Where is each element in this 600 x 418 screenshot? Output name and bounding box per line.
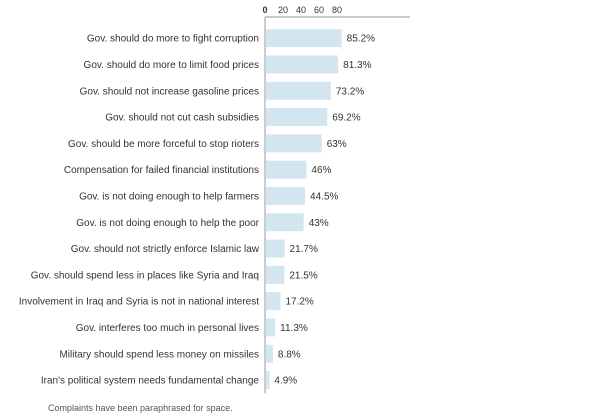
value-label: 4.9% — [274, 376, 297, 387]
value-label: 85.2% — [347, 34, 375, 45]
category-label: Gov. should spend less in places like Sy… — [31, 270, 259, 281]
category-label: Gov. should be more forceful to stop rio… — [68, 139, 259, 150]
value-label: 8.8% — [278, 349, 301, 360]
value-label: 43% — [309, 218, 329, 229]
value-label: 63% — [327, 139, 347, 150]
category-label: Gov. is not doing enough to help the poo… — [76, 218, 259, 229]
footnote: Complaints have been paraphrased for spa… — [48, 403, 233, 413]
bar — [266, 81, 331, 100]
value-label: 21.7% — [290, 244, 318, 255]
bar — [266, 292, 281, 311]
bar — [266, 265, 285, 284]
value-label: 81.3% — [343, 60, 371, 71]
bar — [266, 55, 339, 74]
category-label: Compensation for failed financial instit… — [64, 165, 259, 176]
x-tick-label: 80 — [332, 5, 342, 15]
category-label: Gov. should do more to limit food prices — [84, 60, 259, 71]
x-tick-label: 20 — [278, 5, 288, 15]
x-axis-ticks: 0 20 40 60 80 — [262, 5, 342, 15]
category-label: Gov. should not strictly enforce Islamic… — [71, 244, 260, 255]
category-label: Military should spend less money on miss… — [59, 349, 259, 360]
bar — [266, 108, 328, 127]
x-tick-label: 40 — [296, 5, 306, 15]
bar — [266, 213, 304, 232]
bar — [266, 239, 285, 258]
value-label: 73.2% — [336, 86, 364, 97]
bar — [266, 29, 342, 48]
bar — [266, 371, 270, 390]
category-label: Gov. is not doing enough to help farmers — [79, 191, 259, 202]
bar — [266, 160, 307, 179]
bar — [266, 134, 322, 153]
x-tick-label: 60 — [314, 5, 324, 15]
category-label: Gov. should not cut cash subsidies — [105, 113, 259, 124]
value-label: 11.3% — [280, 323, 308, 334]
bar — [266, 344, 273, 363]
value-label: 21.5% — [289, 270, 317, 281]
x-tick-label: 0 — [262, 5, 267, 15]
value-label: 17.2% — [285, 297, 313, 308]
category-label: Gov. interferes too much in personal liv… — [76, 323, 259, 334]
bar — [266, 318, 276, 337]
value-label: 69.2% — [332, 113, 360, 124]
category-label: Gov. should do more to fight corruption — [87, 34, 259, 45]
category-label: Gov. should not increase gasoline prices — [80, 86, 259, 97]
category-label: Involvement in Iraq and Syria is not in … — [19, 297, 259, 308]
value-label: 46% — [311, 165, 331, 176]
bars-group: Gov. should do more to fight corruption 8… — [19, 29, 375, 390]
category-label: Iran's political system needs fundamenta… — [41, 376, 260, 387]
value-label: 44.5% — [310, 191, 338, 202]
bar — [266, 186, 306, 205]
